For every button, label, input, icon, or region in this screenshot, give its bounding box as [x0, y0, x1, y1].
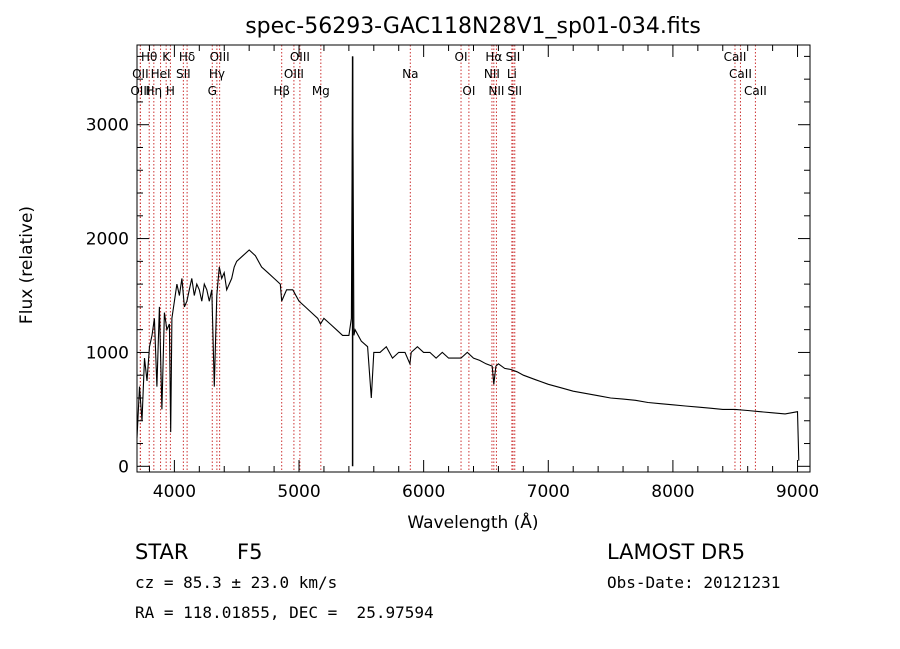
line-marker-label-27: CaII [744, 84, 767, 98]
y-tick-label-2000: 2000 [86, 230, 129, 250]
line-marker-label-24: SII [507, 84, 522, 98]
object-subclass: F5 [237, 540, 263, 564]
x-tick-label-8000: 8000 [651, 482, 694, 502]
y-tick-label-3000: 3000 [86, 116, 129, 136]
line-marker-label-16: Na [402, 67, 418, 81]
line-marker-labels: Hθ OII OIII K HeI Hη H Hδ SII OIII Hγ G OIII OIII Hβ Mg… [130, 50, 766, 98]
line-marker-label-22: Li [507, 67, 517, 81]
line-marker-label-13: OIII [284, 67, 304, 81]
line-marker-label-18: OI [462, 84, 475, 98]
x-axis-ticks: 4000 5000 6000 7000 8000 9000 [148, 45, 819, 502]
line-marker-label-5: Hη [146, 84, 163, 98]
line-marker-label-8: SII [176, 67, 191, 81]
line-marker-label-19: Hα [485, 50, 502, 64]
x-tick-label-5000: 5000 [277, 482, 320, 502]
survey-name: LAMOST DR5 [607, 540, 746, 564]
line-marker-label-3: K [162, 50, 171, 64]
y-axis-ticks: 0 1000 2000 3000 [86, 55, 810, 477]
line-marker-lines [139, 45, 756, 472]
coordinates-text: RA = 118.01855, DEC = 25.97594 [135, 603, 434, 622]
x-axis-label: Wavelength (Å) [407, 511, 538, 533]
line-marker-label-9: OIII [210, 50, 230, 64]
line-marker-label-21: NII [484, 67, 500, 81]
y-tick-label-0: 0 [118, 457, 129, 477]
x-tick-label-9000: 9000 [776, 482, 819, 502]
chart-title: spec-56293-GAC118N28V1_sp01-034.fits [245, 14, 701, 39]
object-class: STAR [135, 540, 189, 564]
line-marker-label-7: Hδ [179, 50, 195, 64]
redshift-text: cz = 85.3 ± 23.0 km/s [135, 573, 338, 592]
line-marker-label-26: CaII [729, 67, 752, 81]
line-marker-label-6: H [166, 84, 175, 98]
line-marker-label-25: CaII [724, 50, 747, 64]
line-marker-label-23: NII [488, 84, 504, 98]
obs-date-text: Obs-Date: 20121231 [607, 573, 781, 592]
line-marker-label-2: OIII [130, 84, 150, 98]
x-tick-label-4000: 4000 [153, 482, 196, 502]
line-marker-label-1: OII [132, 67, 149, 81]
line-marker-label-17: OI [455, 50, 468, 64]
line-marker-label-10: Hγ [209, 67, 225, 81]
x-tick-label-7000: 7000 [527, 482, 570, 502]
line-marker-label-20: SII [506, 50, 521, 64]
spectrum-series-line [136, 56, 800, 461]
line-marker-label-0: Hθ [141, 50, 157, 64]
y-axis-label: Flux (relative) [17, 206, 37, 324]
line-marker-label-11: G [208, 84, 217, 98]
line-marker-label-4: HeI [151, 67, 171, 81]
line-marker-label-15: Mg [312, 84, 330, 98]
x-tick-label-6000: 6000 [402, 482, 445, 502]
y-tick-label-1000: 1000 [86, 343, 129, 363]
line-marker-label-14: Hβ [273, 84, 290, 98]
line-marker-label-12: OIII [290, 50, 310, 64]
